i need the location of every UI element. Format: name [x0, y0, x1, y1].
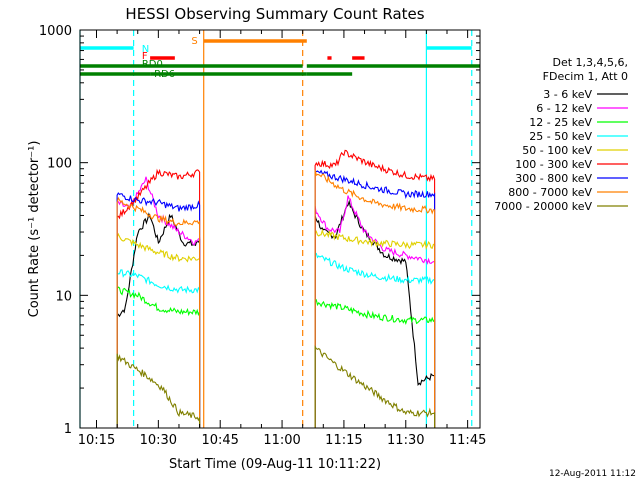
y-axis-ticks: 1 10 100 1000 [39, 24, 480, 437]
legend: Det 1,3,4,5,6, FDecim 1, Att 0 3 - 6 keV… [494, 56, 628, 213]
y-axis-label: Count Rate (s⁻¹ detector⁻¹) [27, 141, 42, 318]
series-line-7-segment-0 [116, 196, 201, 428]
plot-frame [79, 29, 481, 429]
series-line-8-segment-1 [314, 344, 436, 428]
x-axis-ticks: 10:15 10:30 10:45 11:00 11:15 11:30 11:45 [78, 30, 486, 448]
legend-header-line-1: Det 1,3,4,5,6, [552, 56, 628, 69]
series-line-2-segment-0 [116, 286, 201, 428]
series-line-1-segment-0 [116, 176, 201, 428]
legend-header-line-2: FDecim 1, Att 0 [543, 70, 628, 83]
flag-label-rd0: RD0 [142, 59, 163, 70]
y-tick-label: 1000 [39, 24, 72, 39]
series-line-4-segment-0 [116, 232, 201, 428]
series-line-2-segment-1 [314, 298, 436, 428]
y-tick-label: 1 [64, 422, 72, 437]
y-tick-label: 100 [47, 157, 72, 172]
legend-label-0: 3 - 6 keV [543, 88, 592, 101]
flag-label-s: S [191, 36, 197, 47]
series-line-7-segment-1 [314, 169, 436, 428]
legend-label-7: 800 - 7000 keV [508, 186, 592, 199]
flag-label-n: N [142, 44, 149, 55]
series-line-6-segment-1 [314, 169, 436, 428]
series-line-3-segment-0 [116, 269, 201, 428]
series-line-0-segment-0 [116, 212, 201, 428]
footer-timestamp: 12-Aug-2011 11:12 [549, 469, 636, 479]
x-tick-label: 11:30 [387, 433, 424, 448]
legend-label-2: 12 - 25 keV [529, 116, 592, 129]
x-tick-label: 10:45 [201, 433, 238, 448]
x-tick-label: 10:15 [78, 433, 115, 448]
series-line-3-segment-1 [314, 252, 436, 428]
x-tick-label: 11:00 [263, 433, 300, 448]
x-axis-label: Start Time (09-Aug-11 10:11:22) [169, 457, 381, 472]
flag-label-f: F [142, 51, 148, 62]
plot-area [79, 30, 480, 428]
series-line-1-segment-1 [314, 195, 436, 428]
legend-label-5: 100 - 300 keV [515, 158, 592, 171]
legend-label-1: 6 - 12 keV [536, 102, 592, 115]
series-line-4-segment-1 [314, 228, 436, 428]
series-line-8-segment-0 [116, 353, 201, 428]
series-line-5-segment-1 [314, 149, 436, 428]
x-tick-label: 10:30 [140, 433, 177, 448]
legend-label-3: 25 - 50 keV [529, 130, 592, 143]
legend-label-6: 300 - 800 keV [515, 172, 592, 185]
flag-label-rd6: RD6 [154, 69, 175, 80]
legend-label-4: 50 - 100 keV [522, 144, 592, 157]
series-line-6-segment-0 [116, 192, 201, 428]
chart-title: HESSI Observing Summary Count Rates [125, 5, 424, 23]
legend-label-8: 7000 - 20000 keV [494, 200, 592, 213]
x-tick-label: 11:45 [449, 433, 486, 448]
x-tick-label: 11:15 [325, 433, 362, 448]
y-tick-label: 10 [55, 289, 72, 304]
